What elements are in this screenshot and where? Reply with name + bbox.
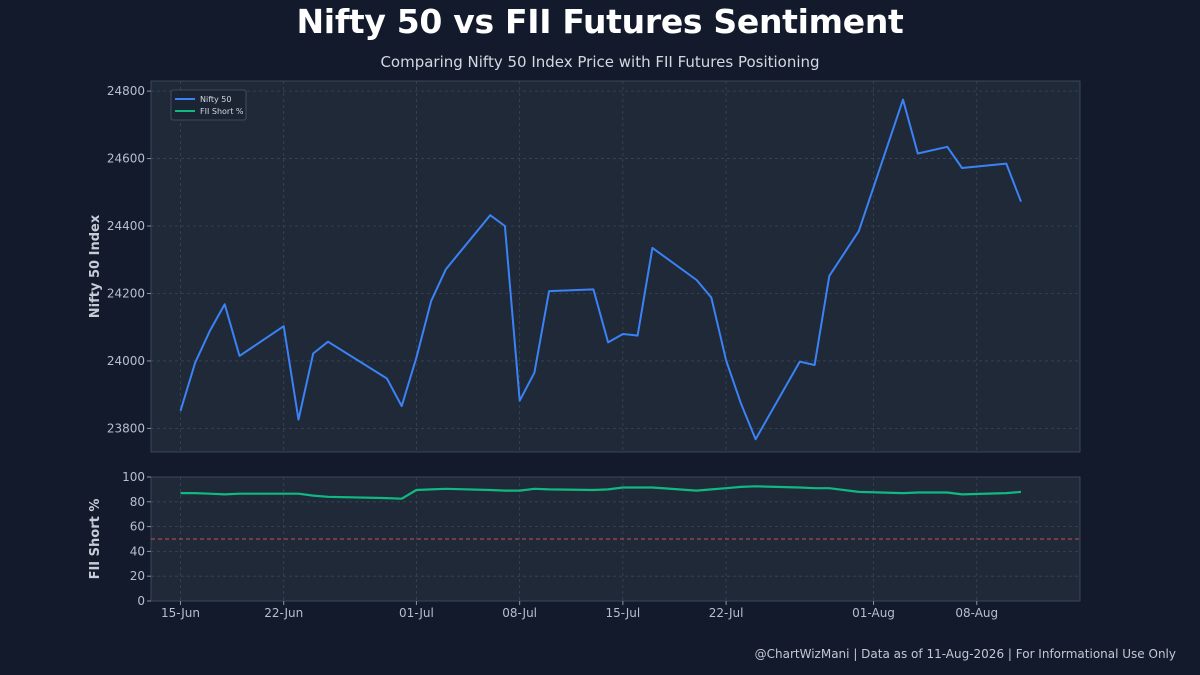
chart-subtitle: Comparing Nifty 50 Index Price with FII … <box>380 53 820 71</box>
chart-title: Nifty 50 vs FII Futures Sentiment <box>296 2 904 41</box>
xtick-label: 15-Jun <box>161 606 200 620</box>
fii-ytick-label: 0 <box>137 594 145 608</box>
fii-short-line <box>180 485 1022 500</box>
footer-note: @ChartWizMani | Data as of 11-Aug-2026 |… <box>754 647 1176 661</box>
fii-ytick-label: 80 <box>130 495 145 509</box>
xtick-label: 01-Jul <box>399 606 434 620</box>
xtick-label: 01-Aug <box>852 606 895 620</box>
nifty-ytick-label: 24000 <box>107 354 145 368</box>
fii-ytick-label: 60 <box>130 520 145 534</box>
nifty-ytick-label: 24800 <box>107 84 145 98</box>
fii-ytick-label: 20 <box>130 569 145 583</box>
nifty-ytick-label: 24200 <box>107 286 145 300</box>
xtick-label: 15-Jul <box>605 606 640 620</box>
legend-label: FII Short % <box>200 107 244 116</box>
fii-ylabel: FII Short % <box>88 499 103 580</box>
fii-ytick-label: 40 <box>130 544 145 558</box>
legend-box <box>170 89 247 121</box>
xtick-label: 22-Jul <box>709 606 744 620</box>
xtick-label: 08-Aug <box>955 606 998 620</box>
fii-ytick-label: 100 <box>122 470 145 484</box>
nifty-ytick-label: 24400 <box>107 219 145 233</box>
legend-label: Nifty 50 <box>200 95 231 104</box>
xtick-label: 22-Jun <box>264 606 303 620</box>
nifty-plot-area <box>150 80 1081 453</box>
nifty-ytick-label: 23800 <box>107 421 145 435</box>
xtick-label: 08-Jul <box>502 606 537 620</box>
nifty-ylabel: Nifty 50 Index <box>88 214 103 318</box>
nifty-ytick-label: 24600 <box>107 152 145 166</box>
nifty-50-line <box>179 98 1022 441</box>
